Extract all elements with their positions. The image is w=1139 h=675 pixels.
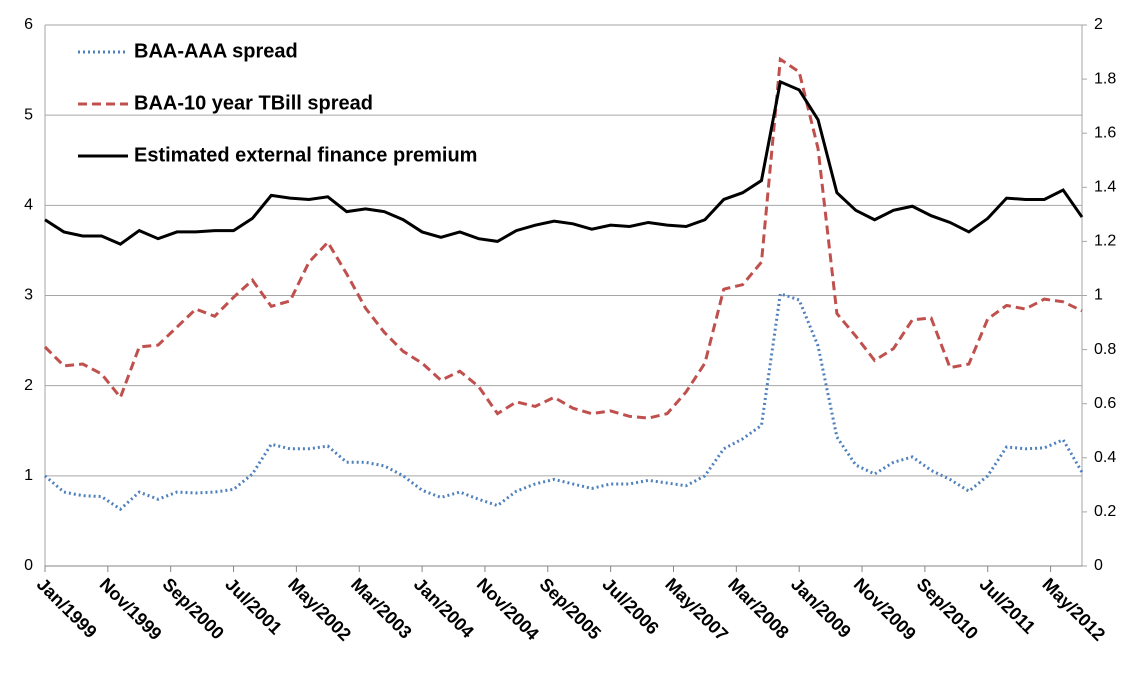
y-tick-label: 6 <box>24 16 33 33</box>
x-tick-label: Jan/1999 <box>33 574 101 642</box>
x-tick-label: May/2002 <box>284 574 355 645</box>
series-line <box>43 56 1083 420</box>
x-tick-label: Nov/1999 <box>96 574 166 644</box>
y2-tick-label: 1.2 <box>1094 233 1116 250</box>
y2-tick-label: 1.4 <box>1094 179 1116 196</box>
y2-tick-label: 1 <box>1094 287 1103 304</box>
x-tick-label: Jan/2004 <box>410 574 478 642</box>
legend-label: BAA-AAA spread <box>134 40 298 62</box>
x-tick-label: Jul/2011 <box>976 574 1040 638</box>
x-tick-label: Jan/2009 <box>787 574 855 642</box>
legend-label: BAA-10 year TBill spread <box>134 92 373 114</box>
x-tick-label: May/2007 <box>661 574 732 645</box>
y-tick-label: 1 <box>24 467 33 484</box>
x-tick-label: Mar/2003 <box>347 574 416 643</box>
x-tick-label: Mar/2008 <box>724 574 793 643</box>
y-tick-label: 4 <box>24 197 33 214</box>
x-tick-label: Nov/2009 <box>850 574 920 644</box>
x-tick-label: Nov/2004 <box>473 574 543 644</box>
x-tick-label: Jul/2001 <box>221 574 285 638</box>
y2-tick-label: 1.6 <box>1094 124 1116 141</box>
y-tick-label: 0 <box>24 557 33 574</box>
y2-tick-label: 0.4 <box>1094 449 1116 466</box>
y-tick-label: 5 <box>24 106 33 123</box>
x-tick-label: May/2012 <box>1038 574 1109 645</box>
series-line <box>44 291 1084 512</box>
y2-tick-label: 0.2 <box>1094 503 1116 520</box>
y2-tick-label: 0.6 <box>1094 395 1116 412</box>
series-line <box>44 79 1084 246</box>
legend-label: Estimated external finance premium <box>134 144 477 166</box>
x-tick-label: Sep/2005 <box>536 574 605 643</box>
y2-tick-label: 0 <box>1094 557 1103 574</box>
y2-tick-label: 0.8 <box>1094 341 1116 358</box>
y2-tick-label: 1.8 <box>1094 70 1116 87</box>
y-tick-label: 3 <box>24 287 33 304</box>
x-tick-label: Sep/2010 <box>913 574 982 643</box>
x-tick-label: Jul/2006 <box>598 574 662 638</box>
y2-tick-label: 2 <box>1094 16 1103 33</box>
y-tick-label: 2 <box>24 377 33 394</box>
x-tick-label: Sep/2000 <box>159 574 228 643</box>
